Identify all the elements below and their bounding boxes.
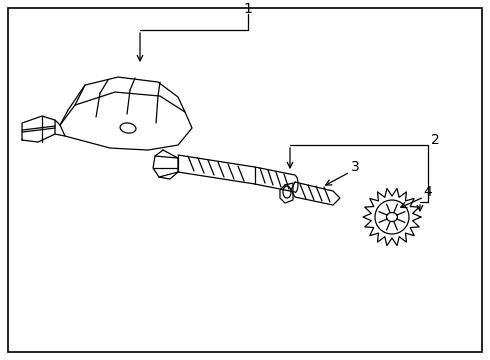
Text: 3: 3 — [351, 160, 359, 174]
Text: 2: 2 — [431, 133, 440, 147]
Text: 1: 1 — [244, 2, 252, 16]
Text: 4: 4 — [423, 185, 432, 199]
